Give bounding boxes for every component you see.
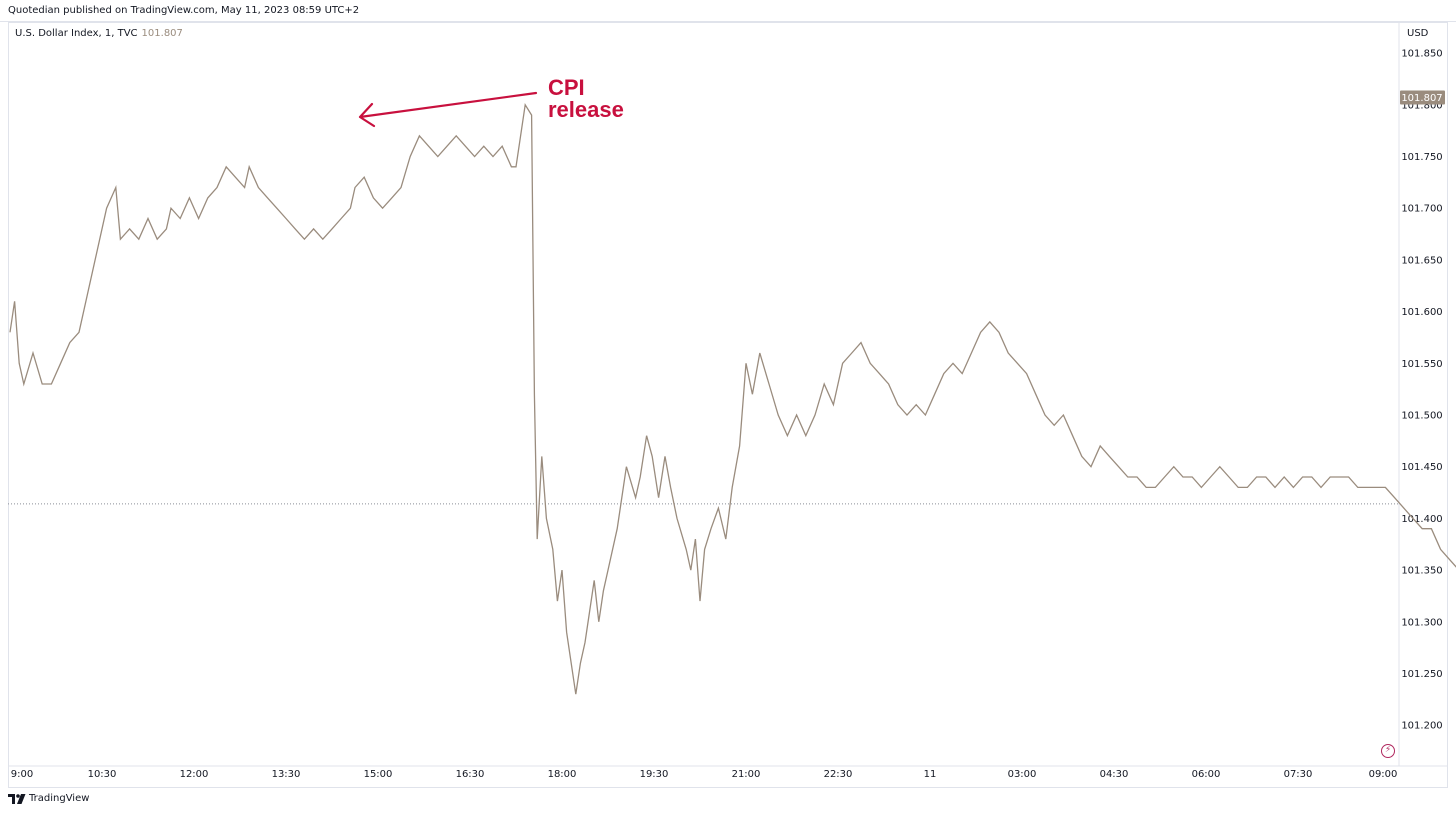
price-tick-label: 101.350 <box>1401 566 1442 577</box>
price-tick-label: 101.500 <box>1401 411 1442 422</box>
time-tick-label: 9:00 <box>11 769 33 780</box>
annotation-arrow <box>360 93 536 126</box>
time-tick-label: 07:30 <box>1284 769 1313 780</box>
time-tick-label: 15:00 <box>364 769 393 780</box>
price-tick-label: 101.200 <box>1401 721 1442 732</box>
time-tick-label: 03:00 <box>1008 769 1037 780</box>
currency-label: USD <box>1407 28 1428 39</box>
time-tick-label: 19:30 <box>640 769 669 780</box>
time-axis[interactable]: 9:00 10:30 12:00 13:30 15:00 16:30 18:00 19:30 2… <box>11 769 1398 780</box>
price-axis[interactable]: 101.850101.800101.750101.700101.650101.6… <box>1401 49 1442 732</box>
cpi-release-annotation[interactable]: CPI release <box>360 75 624 126</box>
lightning-bolt-icon[interactable]: ⚡ <box>1381 744 1395 758</box>
time-tick-label: 12:00 <box>180 769 209 780</box>
price-tick-label: 101.550 <box>1401 359 1442 370</box>
price-tick-label: 101.400 <box>1401 514 1442 525</box>
time-tick-label: 06:00 <box>1192 769 1221 780</box>
last-price-tag-text: 101.807 <box>1401 93 1442 104</box>
time-tick-label: 10:30 <box>88 769 117 780</box>
price-tick-label: 101.600 <box>1401 307 1442 318</box>
time-tick-label: 04:30 <box>1100 769 1129 780</box>
price-series-line <box>10 98 1456 695</box>
annotation-line-release: release <box>548 97 624 122</box>
symbol-title: U.S. Dollar Index, 1, TVC <box>15 28 138 39</box>
time-tick-label: 21:00 <box>732 769 761 780</box>
price-tick-label: 101.850 <box>1401 49 1442 60</box>
price-tick-label: 101.750 <box>1401 152 1442 163</box>
price-chart[interactable]: 101.850101.800101.750101.700101.650101.6… <box>0 0 1456 790</box>
price-tick-label: 101.700 <box>1401 204 1442 215</box>
symbol-legend[interactable]: U.S. Dollar Index, 1, TVC 101.807 <box>15 28 183 39</box>
legend-last-value: 101.807 <box>142 28 183 39</box>
price-tick-label: 101.300 <box>1401 617 1442 628</box>
last-price-tag: 101.807 <box>1400 91 1445 105</box>
price-tick-label: 101.650 <box>1401 255 1442 266</box>
time-tick-label: 13:30 <box>272 769 301 780</box>
footer-branding: TradingView <box>8 793 89 804</box>
time-tick-label: 18:00 <box>548 769 577 780</box>
time-tick-label: 11 <box>924 769 937 780</box>
time-tick-label: 09:00 <box>1369 769 1398 780</box>
time-tick-label: 16:30 <box>456 769 485 780</box>
price-tick-label: 101.250 <box>1401 669 1442 680</box>
tradingview-logo-icon <box>8 794 26 804</box>
footer-brand-text: TradingView <box>29 793 89 804</box>
time-tick-label: 22:30 <box>824 769 853 780</box>
price-tick-label: 101.450 <box>1401 462 1442 473</box>
